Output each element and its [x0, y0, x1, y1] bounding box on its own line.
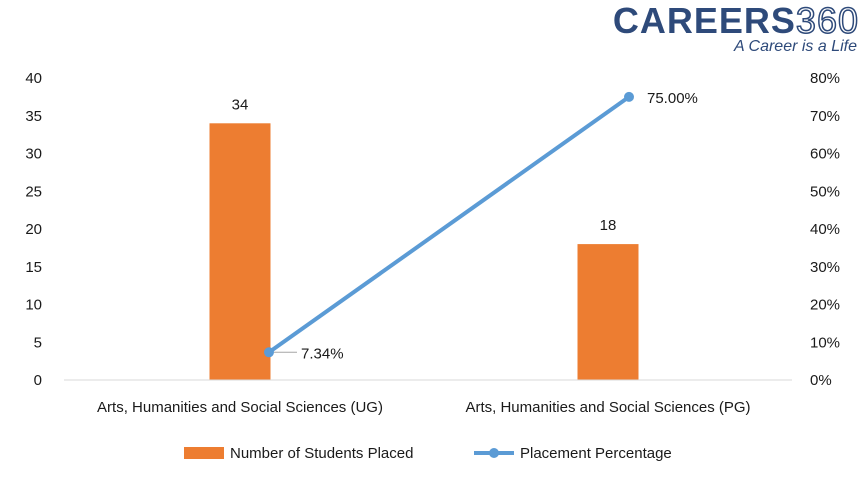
y-left-tick-label: 5 [34, 334, 42, 351]
y-right-tick-label: 50% [810, 183, 840, 200]
y-right-tick-label: 70% [810, 108, 840, 125]
line-marker [624, 91, 634, 102]
x-category-label: Arts, Humanities and Social Sciences (UG… [97, 399, 383, 416]
bar-data-label: 34 [232, 96, 249, 113]
logo-number: 360 [795, 0, 859, 41]
y-left-tick-label: 30 [25, 146, 42, 163]
y-right-tick-label: 10% [810, 334, 840, 351]
y-right-tick-label: 20% [810, 297, 840, 314]
line-data-label: 7.34% [301, 345, 344, 362]
logo-brand: CAREERS [612, 0, 796, 41]
logo-tagline: A Career is a Life [733, 38, 857, 55]
y-left-tick-label: 15 [25, 259, 42, 276]
bar [209, 123, 271, 381]
y-left-tick-label: 20 [25, 221, 42, 238]
y-left-tick-label: 35 [25, 108, 42, 125]
x-category-label: Arts, Humanities and Social Sciences (PG… [465, 399, 750, 416]
y-left-tick-label: 25 [25, 183, 42, 200]
y-right-tick-label: 0% [810, 372, 832, 389]
y-right-tick-label: 60% [810, 146, 840, 163]
y-right-tick-label: 40% [810, 221, 840, 238]
y-left-tick-label: 0 [34, 372, 42, 389]
line-marker [264, 347, 274, 358]
legend-bar-swatch [184, 447, 224, 459]
y-left-tick-label: 10 [25, 297, 42, 314]
line-data-label: 75.00% [647, 90, 698, 107]
y-right-tick-label: 80% [810, 70, 840, 87]
placement-line [267, 94, 631, 355]
bar-data-label: 18 [600, 217, 617, 234]
y-right-tick-label: 30% [810, 259, 840, 276]
legend-line-label: Placement Percentage [520, 445, 672, 462]
y-left-tick-label: 40 [25, 70, 42, 87]
careers360-logo: CAREERS360 A Career is a Life [612, 0, 859, 56]
legend-bar-label: Number of Students Placed [230, 445, 413, 462]
legend-line-marker [489, 448, 499, 458]
bar [577, 244, 639, 380]
